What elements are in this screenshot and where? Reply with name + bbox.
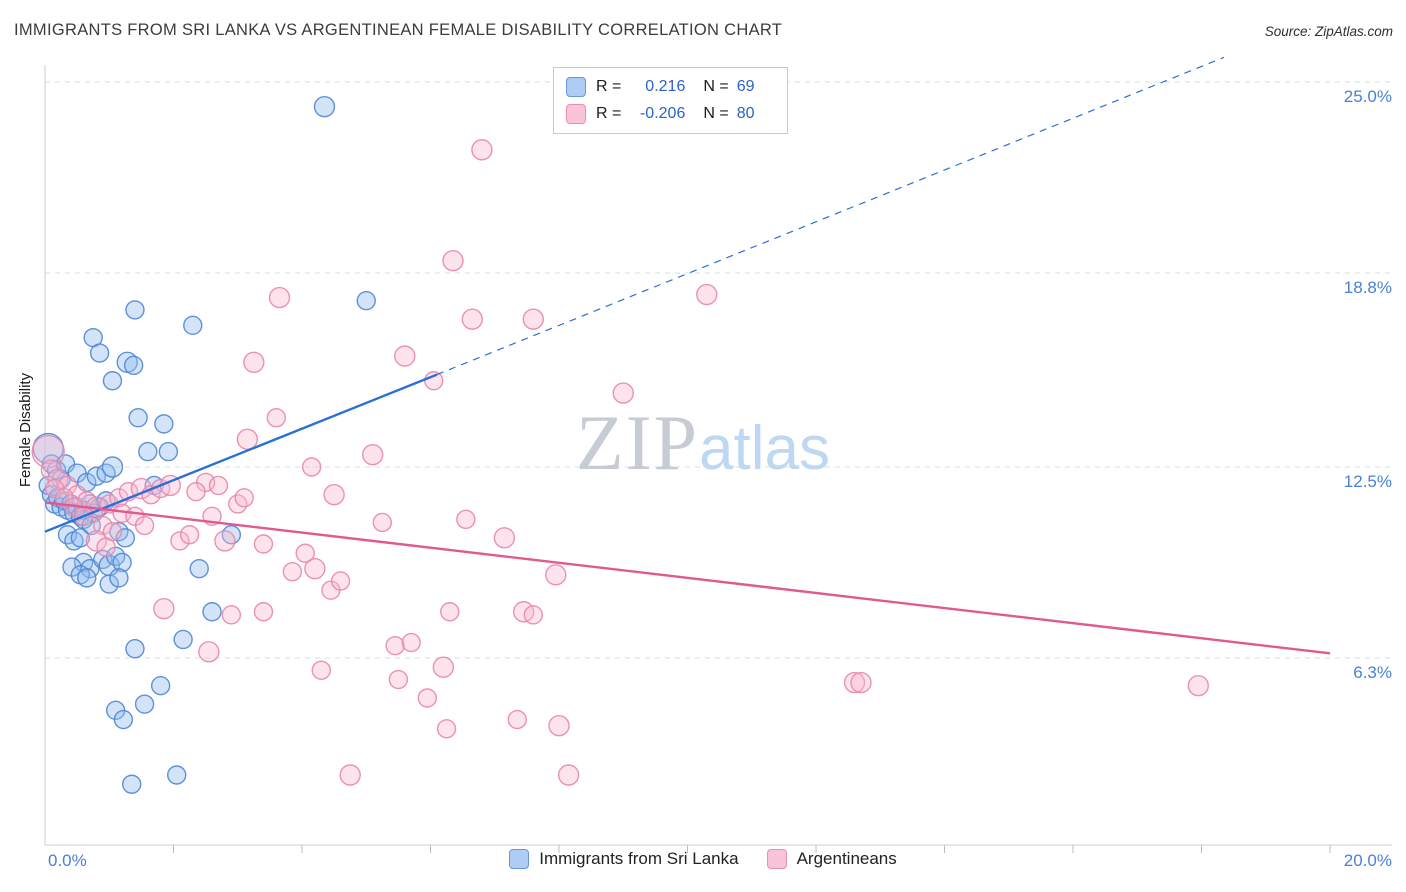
series-swatch-sri-lanka bbox=[509, 849, 530, 869]
source-attribution: Source: ZipAtlas.com bbox=[1264, 24, 1393, 39]
r-label: R = bbox=[596, 78, 622, 95]
series-label-sri-lanka: Immigrants from Sri Lanka bbox=[539, 849, 739, 868]
x-axis-max-label: 20.0% bbox=[1343, 851, 1392, 870]
n-value: 69 bbox=[736, 78, 755, 95]
r-value: -0.206 bbox=[639, 105, 686, 122]
legend-item-argentineans: Argentineans bbox=[766, 849, 897, 869]
n-label: N = bbox=[703, 78, 729, 95]
legend-swatch-argentineans bbox=[566, 104, 586, 124]
r-value: 0.216 bbox=[645, 78, 686, 95]
n-value: 80 bbox=[736, 105, 755, 122]
legend-row-sri-lanka: R = 0.216 N = 69 bbox=[566, 77, 771, 97]
series-sri-lanka-points bbox=[32, 95, 376, 794]
series-argentinean-points bbox=[31, 139, 1209, 786]
series-label-argentineans: Argentineans bbox=[796, 849, 897, 868]
n-label: N = bbox=[703, 105, 729, 122]
legend-item-sri-lanka: Immigrants from Sri Lanka bbox=[509, 849, 739, 869]
chart-title: IMMIGRANTS FROM SRI LANKA VS ARGENTINEAN… bbox=[14, 21, 783, 39]
correlation-legend: R = 0.216 N = 69 R = -0.206 N = 80 bbox=[553, 67, 788, 134]
legend-swatch-sri-lanka bbox=[566, 77, 586, 97]
series-legend: Immigrants from Sri Lanka Argentineans bbox=[0, 849, 1406, 869]
x-axis-min-label: 0.0% bbox=[48, 851, 87, 870]
legend-row-argentineans: R = -0.206 N = 80 bbox=[566, 104, 771, 124]
series-swatch-argentineans bbox=[766, 849, 787, 869]
r-label: R = bbox=[596, 105, 622, 122]
y-axis-label: Female Disability bbox=[17, 372, 34, 488]
